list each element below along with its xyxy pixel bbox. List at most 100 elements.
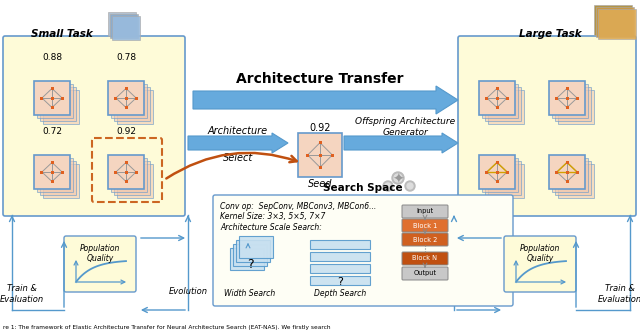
FancyBboxPatch shape [402,252,448,265]
Text: ?: ? [246,259,253,272]
FancyBboxPatch shape [566,97,568,100]
FancyBboxPatch shape [402,205,448,218]
FancyBboxPatch shape [555,87,591,121]
FancyBboxPatch shape [40,171,44,174]
Text: Select: Select [223,153,253,163]
FancyBboxPatch shape [556,171,559,174]
FancyBboxPatch shape [495,161,499,164]
FancyBboxPatch shape [319,141,321,144]
FancyBboxPatch shape [61,97,63,100]
FancyBboxPatch shape [51,97,54,100]
FancyBboxPatch shape [556,97,559,100]
FancyArrow shape [188,133,288,153]
FancyBboxPatch shape [485,87,521,121]
Text: 0.78: 0.78 [116,52,136,61]
Text: ?: ? [337,277,343,287]
FancyBboxPatch shape [488,164,524,198]
FancyBboxPatch shape [310,264,370,273]
FancyBboxPatch shape [125,97,127,100]
FancyBboxPatch shape [566,161,568,164]
FancyBboxPatch shape [37,84,73,118]
FancyBboxPatch shape [298,133,342,177]
FancyBboxPatch shape [495,106,499,109]
FancyBboxPatch shape [402,219,448,232]
FancyBboxPatch shape [310,276,370,285]
FancyBboxPatch shape [566,106,568,109]
FancyBboxPatch shape [566,180,568,183]
FancyBboxPatch shape [125,171,127,174]
FancyBboxPatch shape [488,90,524,124]
FancyBboxPatch shape [306,153,309,156]
FancyBboxPatch shape [506,171,509,174]
FancyBboxPatch shape [596,7,634,37]
FancyBboxPatch shape [51,171,54,174]
Text: Block 1: Block 1 [413,222,437,228]
FancyBboxPatch shape [482,158,518,192]
FancyBboxPatch shape [112,16,140,40]
FancyBboxPatch shape [125,180,127,183]
FancyBboxPatch shape [34,155,70,189]
Text: 0.72: 0.72 [42,126,62,135]
Circle shape [383,181,393,191]
FancyBboxPatch shape [479,81,515,115]
FancyBboxPatch shape [319,166,321,169]
FancyBboxPatch shape [310,252,370,261]
FancyBboxPatch shape [558,90,594,124]
FancyBboxPatch shape [233,244,267,266]
Text: Evolution: Evolution [168,288,207,296]
FancyBboxPatch shape [506,97,509,100]
Text: Large Task: Large Task [518,29,581,39]
FancyBboxPatch shape [319,153,321,156]
FancyBboxPatch shape [575,97,579,100]
FancyBboxPatch shape [51,106,54,109]
FancyBboxPatch shape [34,81,70,115]
FancyBboxPatch shape [134,171,138,174]
FancyBboxPatch shape [43,164,79,198]
Circle shape [405,181,415,191]
Text: Population
Quality: Population Quality [520,244,560,263]
FancyBboxPatch shape [125,106,127,109]
Circle shape [392,172,404,184]
Text: Input: Input [417,208,433,214]
Text: Architecture: Architecture [208,126,268,136]
FancyBboxPatch shape [114,87,150,121]
FancyBboxPatch shape [40,97,44,100]
FancyBboxPatch shape [598,9,636,39]
FancyBboxPatch shape [549,155,585,189]
FancyBboxPatch shape [134,97,138,100]
Text: ✦: ✦ [392,173,404,187]
Circle shape [394,174,402,182]
FancyArrow shape [193,86,458,114]
FancyBboxPatch shape [402,233,448,246]
FancyBboxPatch shape [566,87,568,90]
FancyArrow shape [344,133,458,153]
FancyBboxPatch shape [213,195,513,306]
FancyBboxPatch shape [40,161,76,195]
FancyBboxPatch shape [485,161,521,195]
FancyBboxPatch shape [485,171,488,174]
FancyBboxPatch shape [61,171,63,174]
FancyBboxPatch shape [51,180,54,183]
FancyBboxPatch shape [479,155,515,189]
FancyBboxPatch shape [552,84,588,118]
Text: Search Space: Search Space [323,183,403,193]
FancyBboxPatch shape [51,161,54,164]
Text: Train &
Evaluation: Train & Evaluation [598,284,640,304]
FancyBboxPatch shape [555,161,591,195]
FancyBboxPatch shape [495,87,499,90]
Text: Train &
Evaluation: Train & Evaluation [0,284,44,304]
FancyBboxPatch shape [495,171,499,174]
FancyBboxPatch shape [239,236,273,258]
FancyBboxPatch shape [111,158,147,192]
Circle shape [385,183,391,189]
Text: Width Search: Width Search [225,289,276,297]
Text: Block 2: Block 2 [413,236,437,242]
Text: 0.92: 0.92 [309,123,331,133]
Text: Block N: Block N [413,256,438,262]
FancyBboxPatch shape [331,153,334,156]
FancyBboxPatch shape [115,171,117,174]
FancyBboxPatch shape [458,36,636,216]
Circle shape [407,183,413,189]
FancyBboxPatch shape [3,36,185,216]
FancyBboxPatch shape [495,180,499,183]
